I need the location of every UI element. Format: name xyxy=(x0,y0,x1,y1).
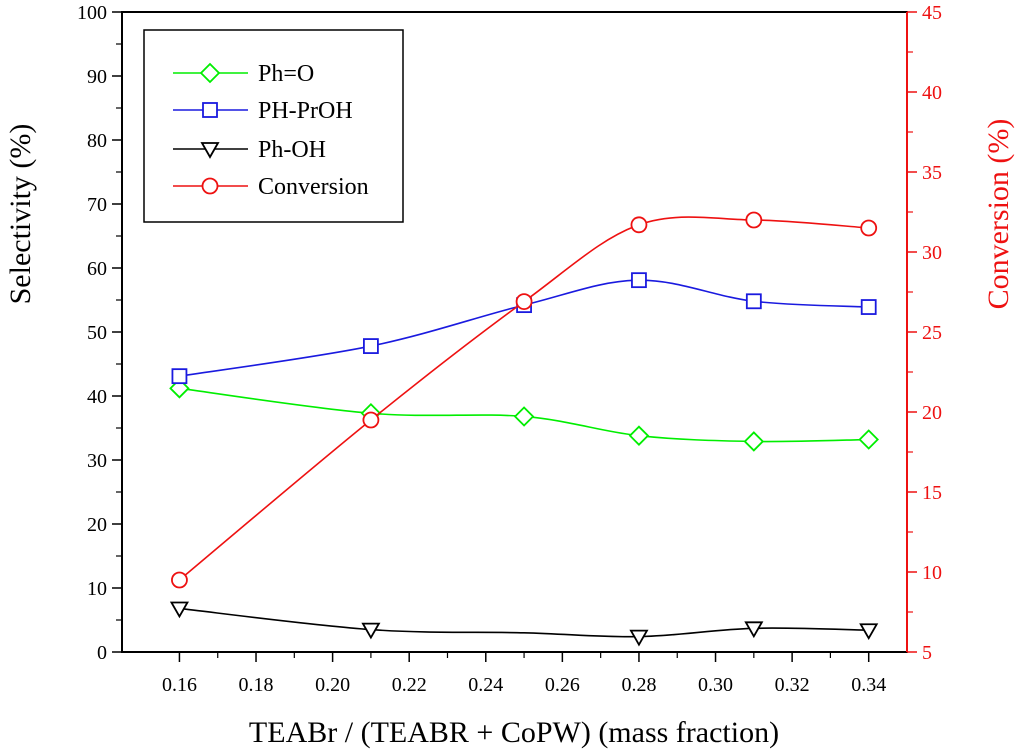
y2-tick-label: 20 xyxy=(922,402,942,424)
legend-label: Conversion xyxy=(258,174,369,200)
series-ph-o xyxy=(169,378,879,452)
data-point xyxy=(630,216,648,234)
x-tick-label: 0.30 xyxy=(698,674,733,696)
y-tick-label: 40 xyxy=(87,386,107,408)
legend-label: Ph-OH xyxy=(258,137,326,163)
y-tick-label: 90 xyxy=(87,66,107,88)
data-point xyxy=(628,425,650,446)
legend-marker xyxy=(201,177,219,195)
y2-tick-label: 35 xyxy=(922,162,942,184)
y-tick-label: 10 xyxy=(87,578,107,600)
y2-tick-label: 5 xyxy=(922,642,932,664)
legend-box xyxy=(143,29,404,223)
legend-label: Ph=O xyxy=(258,61,314,87)
y2-tick-label: 10 xyxy=(922,562,942,584)
y2-tick-label: 25 xyxy=(922,322,942,344)
y-tick-label: 20 xyxy=(87,514,107,536)
y-tick-label: 100 xyxy=(77,2,107,24)
series-conversion xyxy=(171,211,878,589)
y-tick-label: 30 xyxy=(87,450,107,472)
x-tick-label: 0.26 xyxy=(545,674,580,696)
legend-items: Ph=O PH-PrOH Ph-OH Conversion xyxy=(173,61,369,200)
x-axis-title: TEABr / (TEABR + CoPW) (mass fraction) xyxy=(249,716,779,749)
data-point xyxy=(858,429,879,450)
y-axis-title: Selectivity (%) xyxy=(4,124,37,305)
legend-marker xyxy=(202,102,218,118)
x-tick-label: 0.16 xyxy=(162,674,197,696)
series-ph-oh xyxy=(169,601,879,647)
data-point xyxy=(745,293,762,310)
data-point xyxy=(513,406,535,427)
data-point xyxy=(860,219,878,237)
data-point xyxy=(745,211,763,229)
data-point xyxy=(363,338,379,354)
y-tick-label: 50 xyxy=(87,322,107,344)
y2-tick-label: 15 xyxy=(922,482,942,504)
series-line xyxy=(178,216,869,581)
legend-label: PH-PrOH xyxy=(258,98,353,124)
data-point xyxy=(362,411,380,429)
y-tick-label: 70 xyxy=(87,194,107,216)
data-point xyxy=(631,272,647,289)
series-line xyxy=(179,607,869,638)
data-point xyxy=(743,431,765,452)
x-tick-label: 0.24 xyxy=(468,674,503,696)
data-point xyxy=(860,299,877,315)
series-layer xyxy=(169,211,879,647)
x-axis: 0.16 0.18 0.20 0.22 0.24 0.26 0.28 0.30 0.32 0.34 xyxy=(162,652,886,696)
legend: Ph=O PH-PrOH Ph-OH Conversion xyxy=(143,29,404,223)
y-tick-label: 0 xyxy=(97,642,107,664)
data-point xyxy=(361,622,381,640)
data-point xyxy=(171,368,188,385)
y2-tick-label: 45 xyxy=(922,2,942,24)
y-axis-left: 0 10 20 30 40 50 60 70 80 90 100 xyxy=(77,2,122,664)
data-point xyxy=(515,293,533,311)
x-tick-label: 0.32 xyxy=(775,674,810,696)
y-tick-label: 60 xyxy=(87,258,107,280)
y-axis-right: 5 10 15 20 25 30 35 40 45 xyxy=(906,2,942,664)
y2-tick-label: 40 xyxy=(922,82,942,104)
x-tick-label: 0.22 xyxy=(392,674,427,696)
y2-axis-title: Conversion (%) xyxy=(982,119,1015,310)
data-point xyxy=(629,629,649,647)
data-point xyxy=(744,621,764,639)
y2-tick-label: 30 xyxy=(922,242,942,264)
y-tick-label: 80 xyxy=(87,130,107,152)
x-tick-label: 0.18 xyxy=(239,674,274,696)
legend-marker xyxy=(199,62,221,84)
x-tick-label: 0.20 xyxy=(315,674,350,696)
data-point xyxy=(169,601,189,619)
data-point xyxy=(859,623,879,641)
x-tick-label: 0.28 xyxy=(621,674,656,696)
data-point xyxy=(171,571,188,589)
x-tick-label: 0.34 xyxy=(851,674,886,696)
series-ph-proh xyxy=(171,272,877,385)
legend-marker xyxy=(200,142,220,159)
